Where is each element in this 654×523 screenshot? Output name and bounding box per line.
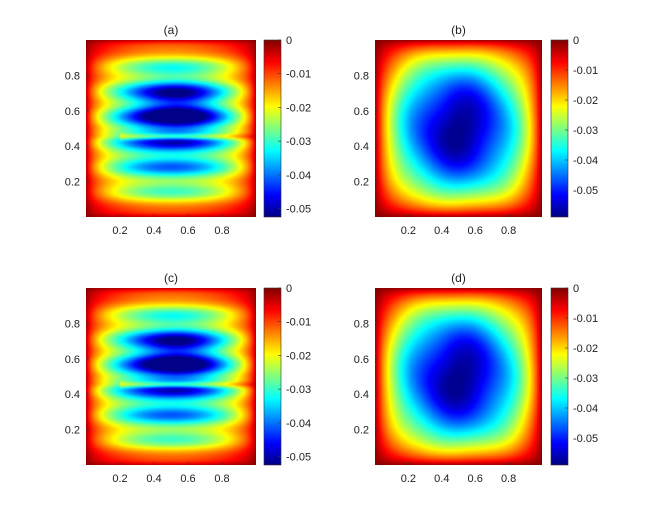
colorbar — [264, 288, 281, 465]
colorbar-tick-label: -0.05 — [286, 204, 311, 216]
x-tick-label: 0.2 — [401, 225, 416, 237]
x-tick-label: 0.4 — [146, 225, 161, 237]
colorbar — [264, 40, 281, 217]
colorbar-frame — [550, 287, 569, 466]
y-tick-label: 0.8 — [65, 318, 80, 330]
colorbar-tick-label: -0.02 — [286, 350, 311, 362]
y-tick-label: 0.2 — [354, 425, 369, 437]
y-tick-label: 0.2 — [65, 425, 80, 437]
chart-title: (a) — [164, 23, 179, 37]
colorbar-tick-label: -0.04 — [573, 155, 598, 167]
x-tick-label: 0.2 — [401, 473, 416, 485]
heatmap-image — [86, 40, 256, 217]
y-tick-label: 0.8 — [354, 70, 369, 82]
x-tick-label: 0.4 — [146, 473, 161, 485]
x-tick-label: 0.4 — [434, 473, 449, 485]
panel-0: (a) 0.2 0.4 0.6 0.8 0.2 0.4 0.6 0.8 0 -0.01 -0.02 -0… — [65, 23, 311, 237]
colorbar-tick-label: -0.05 — [573, 185, 598, 197]
x-tick-label: 0.8 — [214, 225, 229, 237]
colorbar-frame — [263, 287, 282, 466]
y-tick-label: 0.8 — [354, 318, 369, 330]
panel-3: (d) 0.2 0.4 0.6 0.8 0.2 0.4 0.6 0.8 0 -0.01 -0.02 -0… — [354, 271, 598, 485]
y-tick-label: 0.2 — [354, 177, 369, 189]
chart-title: (d) — [451, 271, 466, 285]
colorbar-tick-label: -0.03 — [573, 125, 598, 137]
y-tick-label: 0.6 — [354, 354, 369, 366]
panel-2: (c) 0.2 0.4 0.6 0.8 0.2 0.4 0.6 0.8 0 -0.01 -0.02 -0… — [65, 271, 311, 485]
colorbar-tick-label: -0.03 — [573, 373, 598, 385]
colorbar-frame — [550, 39, 569, 218]
x-tick-label: 0.8 — [214, 473, 229, 485]
colorbar — [551, 288, 568, 465]
colorbar-frame — [263, 39, 282, 218]
colorbar-tick-label: 0 — [573, 283, 579, 295]
chart-title: (b) — [451, 23, 466, 37]
x-tick-label: 0.4 — [434, 225, 449, 237]
x-tick-label: 0.6 — [468, 225, 483, 237]
colorbar-tick-label: -0.03 — [286, 384, 311, 396]
x-tick-label: 0.8 — [501, 473, 516, 485]
x-tick-label: 0.6 — [180, 225, 195, 237]
y-tick-label: 0.6 — [65, 106, 80, 118]
heatmap-image — [86, 288, 256, 465]
colorbar-tick-label: 0 — [573, 35, 579, 47]
colorbar-tick-label: -0.02 — [286, 102, 311, 114]
colorbar-tick-label: 0 — [286, 283, 292, 295]
x-tick-label: 0.6 — [180, 473, 195, 485]
heatmap-image — [375, 40, 542, 217]
x-tick-label: 0.2 — [112, 473, 127, 485]
colorbar-tick-label: -0.01 — [286, 317, 311, 329]
y-tick-label: 0.6 — [65, 354, 80, 366]
colorbar-tick-label: -0.01 — [573, 313, 598, 325]
colorbar-tick-label: -0.05 — [286, 452, 311, 464]
panel-1: (b) 0.2 0.4 0.6 0.8 0.2 0.4 0.6 0.8 0 -0.01 -0.02 -0… — [354, 23, 598, 237]
y-tick-label: 0.4 — [65, 389, 80, 401]
y-tick-label: 0.4 — [65, 141, 80, 153]
y-tick-label: 0.4 — [354, 141, 369, 153]
colorbar-tick-label: -0.02 — [573, 95, 598, 107]
chart-title: (c) — [164, 271, 178, 285]
y-tick-label: 0.6 — [354, 106, 369, 118]
x-tick-label: 0.8 — [501, 225, 516, 237]
colorbar-tick-label: -0.01 — [286, 69, 311, 81]
colorbar-tick-label: -0.01 — [573, 65, 598, 77]
colorbar-tick-label: 0 — [286, 35, 292, 47]
heatmap-image — [375, 288, 542, 465]
colorbar-tick-label: -0.03 — [286, 136, 311, 148]
colorbar-tick-label: -0.04 — [286, 418, 311, 430]
colorbar-tick-label: -0.04 — [286, 170, 311, 182]
colorbar-tick-label: -0.02 — [573, 343, 598, 355]
y-tick-label: 0.2 — [65, 177, 80, 189]
x-tick-label: 0.6 — [468, 473, 483, 485]
x-tick-label: 0.2 — [112, 225, 127, 237]
y-tick-label: 0.4 — [354, 389, 369, 401]
colorbar — [551, 40, 568, 217]
colorbar-tick-label: -0.04 — [573, 403, 598, 415]
colorbar-tick-label: -0.05 — [573, 433, 598, 445]
y-tick-label: 0.8 — [65, 70, 80, 82]
